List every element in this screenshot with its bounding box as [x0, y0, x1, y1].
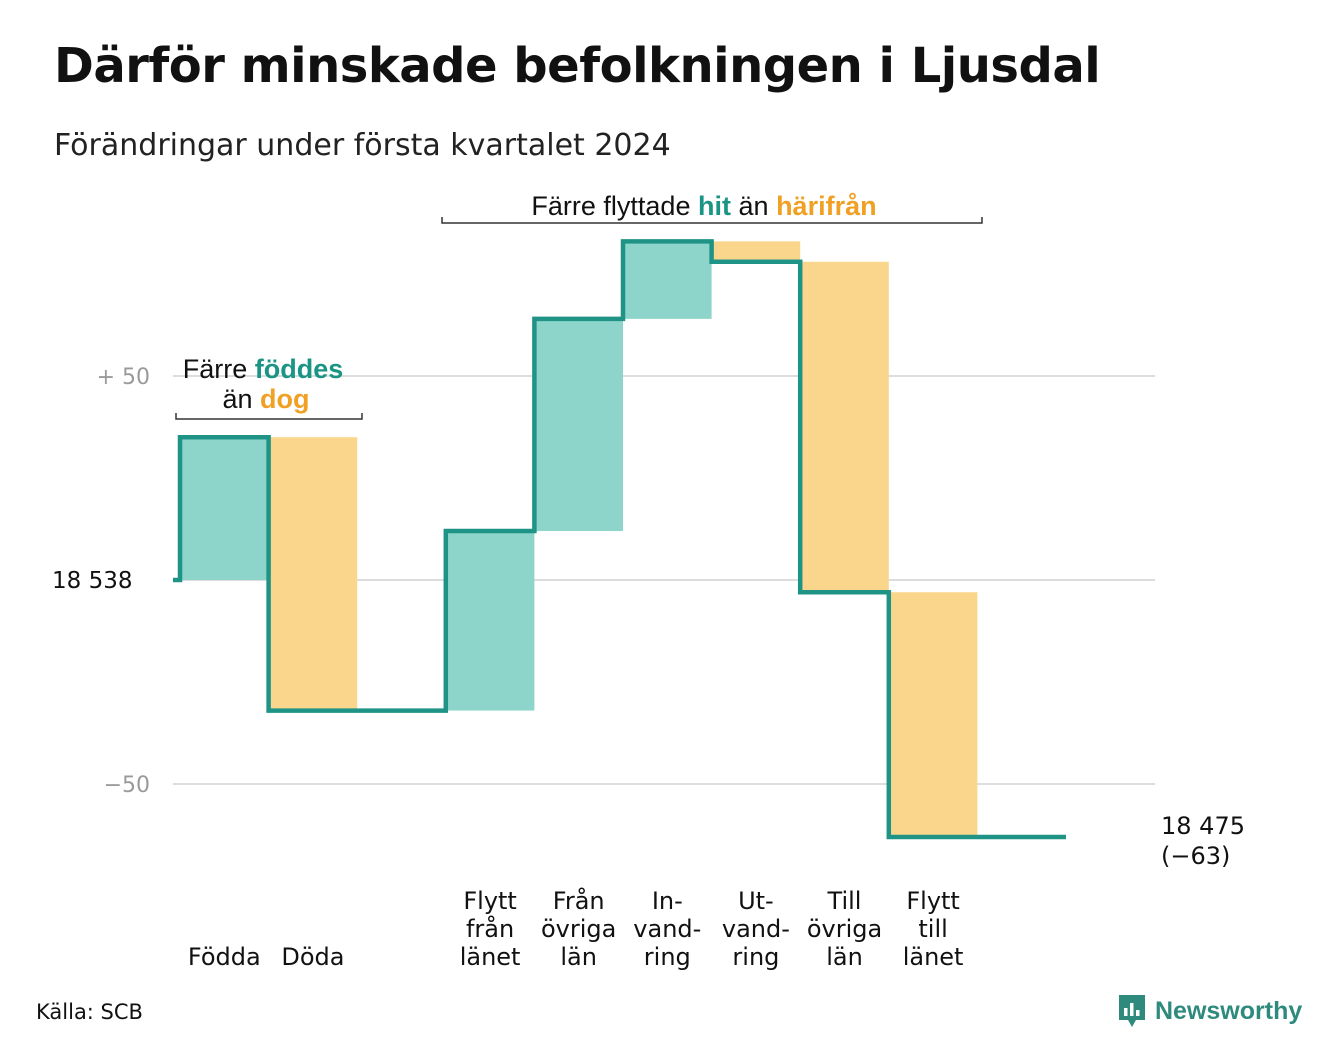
category-label: län: [560, 943, 597, 971]
category-label: till: [918, 915, 947, 943]
decrease-bar: [268, 437, 358, 711]
category-label: övriga: [807, 915, 882, 943]
newsworthy-logo: Newsworthy: [1117, 993, 1302, 1029]
bars: [180, 241, 978, 838]
chart-title: Därför minskade befolkningen i Ljusdal: [54, 38, 1101, 94]
category-label: In-: [652, 887, 683, 915]
migration-annotation: Färre flyttade hit än härifrån: [441, 191, 983, 224]
start-value-label: 18 538: [52, 568, 132, 594]
category-label: Flytt: [463, 887, 517, 915]
increase-bar: [180, 437, 269, 580]
decrease-bar: [888, 592, 978, 838]
step-line: [173, 239, 1066, 840]
category-label: ring: [732, 943, 779, 971]
chart-subtitle: Förändringar under första kvartalet 2024: [54, 128, 671, 163]
category-label: Till: [827, 887, 862, 915]
births-annotation-line1: Färre föddes: [183, 354, 344, 384]
y-tick-label: + 50: [97, 365, 150, 390]
category-label: länet: [460, 943, 521, 971]
end-value-label: 18 475: [1161, 812, 1245, 840]
category-label: Födda: [188, 943, 261, 971]
category-label: vand-: [633, 915, 701, 943]
category-label: vand-: [722, 915, 790, 943]
category-label: länet: [903, 943, 964, 971]
increase-bar: [445, 531, 535, 711]
newsworthy-logo-icon: [1119, 995, 1145, 1027]
increase-bar: [623, 241, 712, 319]
category-label: från: [466, 914, 514, 943]
decrease-bar: [711, 241, 801, 262]
source-note: Källa: SCB: [36, 1000, 143, 1024]
y-tick-label: −50: [104, 773, 150, 798]
category-label: ring: [644, 943, 691, 971]
births-annotation-line2: än dog: [222, 384, 309, 414]
decrease-bar: [800, 261, 889, 593]
cumulative-step-line: [173, 239, 1066, 840]
newsworthy-logo-text: Newsworthy: [1155, 996, 1303, 1025]
increase-bar: [534, 318, 623, 532]
births-annotation: Färre föddes än dog: [175, 354, 363, 420]
category-label: Flytt: [906, 887, 960, 915]
end-change-label: (−63): [1161, 842, 1230, 870]
category-label: Från: [553, 886, 605, 915]
births-bracket: [175, 413, 363, 420]
category-label: län: [826, 943, 863, 971]
migration-bracket: [441, 217, 983, 224]
category-label: Döda: [281, 943, 344, 971]
category-label: Ut-: [738, 887, 774, 915]
migration-annotation-text: Färre flyttade hit än härifrån: [531, 191, 876, 221]
category-label: övriga: [541, 915, 616, 943]
